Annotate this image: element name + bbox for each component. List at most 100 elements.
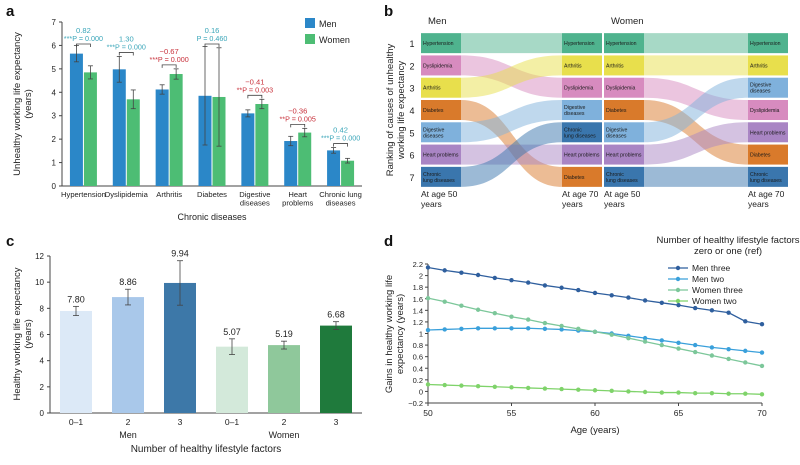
left-stratum [604,144,644,165]
panel-a-bar-chart: 0 1 2 3 4 5 6 7 Unhealthy working life expectanc… [12,18,362,222]
left-stratum [604,55,644,76]
left-stratum-label: Diabetes [423,108,444,114]
data-label: 5.19 [275,329,293,339]
rank-label: 3 [409,84,414,94]
series-point [642,339,648,344]
category-label: 2 [126,417,131,427]
series-point [743,348,748,354]
significance-bracket [204,43,220,47]
right-stratum [748,100,788,120]
y-tick-label: 3 [52,112,57,121]
series-point [559,285,564,290]
left-stratum-label: Chronic lung diseases [423,172,455,184]
series-point [592,290,598,296]
series-point [709,390,715,396]
significance-bracket [118,52,134,56]
y-tick-label: 0 [40,409,45,418]
series-point [676,340,681,345]
series-point [659,338,664,343]
right-stratum [562,166,602,187]
panel-d-letter: d [384,233,393,250]
series-point [526,385,531,391]
series-point [726,310,731,315]
significance-bracket [333,143,348,147]
series-point [459,270,464,275]
right-stratum [748,166,788,187]
series-point [509,314,514,319]
bar [268,345,300,413]
rank-label: 5 [409,128,414,138]
alluvial-flow [644,77,748,120]
significance-bracket [290,123,306,128]
category-label: Arthritis [156,190,182,199]
alluvial-flow [461,122,562,187]
series-point [659,342,664,348]
rank-label: 1 [409,39,414,49]
right-stratum [562,77,602,98]
legend-marker [675,287,681,293]
legend-marker [675,276,681,282]
series-point [726,356,731,362]
right-stratum-label: Arthritis [564,63,582,69]
category-label: 2 [282,417,287,427]
y-axis-title: Healthy working life expectancy(years) [12,267,34,400]
left-stratum-label: Digestive diseases [606,127,627,139]
annotation-p-value: ***P = 0.000 [150,55,189,64]
panel-b-alluvial-chart: Ranking of causes of unhealthyworking li… [385,16,788,209]
series-point [475,307,481,312]
series-point [442,382,447,388]
category-label: 3 [178,417,183,427]
legend-title: Number of healthy lifestyle factors zero … [656,235,799,257]
series-point [759,392,765,397]
annotation-difference: 0.82 [76,26,91,35]
y-tick-label: 4 [52,88,57,97]
left-stratum-label: Dyslipidemia [606,86,636,92]
panel-d-line-chart: −0.2 0 0.2 0.4 0.6 0.8 1 1.2 1.4 1.6 1.8 2 2.2 50 55 60… [384,235,800,436]
legend-marker [675,298,681,304]
y-tick-label: 2 [419,272,423,281]
series-point [509,326,514,331]
group-title: Men [428,16,446,27]
right-stratum [748,122,788,143]
y-tick-label: 0.8 [413,341,423,350]
significance-bracket [76,43,91,47]
legend-marker [675,265,681,271]
age-label-left: At age 50 years [421,189,458,209]
alluvial-flow [644,166,748,187]
alluvial-flow [644,122,748,165]
series-point [576,387,581,392]
right-stratum-label: Chronic lung diseases [564,127,596,139]
annotation-p-value: ***P = 0.000 [107,42,146,51]
series-point [659,390,664,395]
bar [216,346,248,413]
alluvial-flow [461,55,562,98]
data-label: 5.07 [223,327,241,337]
left-stratum [421,122,461,143]
series-point [642,298,648,303]
series-point [425,327,431,333]
series-point [726,391,731,396]
left-stratum [421,77,461,98]
annotation-p-value: **P = 0.003 [237,85,273,94]
y-tick-label: 1.6 [413,295,423,304]
rank-label: 2 [409,61,414,71]
series-point [559,386,564,392]
left-stratum [604,122,644,143]
series-point [492,384,497,389]
bar-men [284,141,298,186]
y-axis-title: Ranking of causes of unhealthyworking li… [385,43,407,176]
rank-label: 6 [409,151,414,161]
series-point [709,345,715,350]
series-point [559,327,564,332]
age-label-right: At age 70 years [748,189,785,209]
left-stratum [421,33,461,54]
series-point [693,342,698,348]
left-stratum [421,166,461,187]
y-tick-label: 0.2 [413,376,423,385]
y-tick-label: −0.2 [408,399,423,408]
series-point [609,332,614,337]
series-point [425,382,431,387]
series-point [676,346,681,351]
right-stratum [748,144,788,165]
